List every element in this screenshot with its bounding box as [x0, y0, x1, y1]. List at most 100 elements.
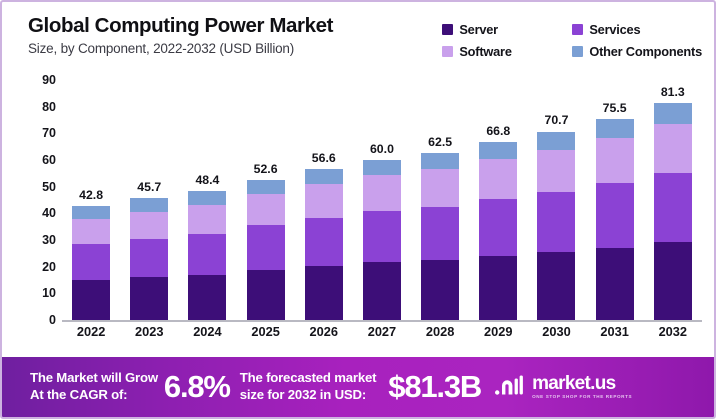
forecast-label-line1: The forecasted market: [239, 370, 377, 386]
chart-header: Global Computing Power Market Size, by C…: [2, 2, 714, 68]
forecast-value: $81.3B: [388, 369, 482, 404]
bar-stack: [304, 169, 343, 320]
bar-segment-server: [653, 242, 692, 320]
legend-item-server[interactable]: Server: [442, 18, 572, 40]
bar-segment-server: [362, 262, 401, 320]
chart-subtitle: Size, by Component, 2022-2032 (USD Billi…: [28, 41, 295, 56]
bar-stack: [72, 205, 111, 320]
bar-segment-server: [188, 274, 227, 320]
y-axis-tick-label: 50: [42, 179, 56, 194]
bar-segment-software: [304, 183, 343, 218]
market-us-logo-icon: [495, 374, 525, 401]
bar-segment-services: [246, 225, 285, 270]
bar-segment-server: [72, 280, 111, 320]
bar-segment-services: [421, 206, 460, 261]
bar-segment-software: [653, 124, 692, 173]
bar-value-label: 60.0: [369, 142, 394, 156]
bar-segment-services: [362, 211, 401, 263]
bar-segment-server: [246, 269, 285, 320]
brand-tagline: ONE STOP SHOP FOR THE REPORTS: [532, 394, 633, 400]
bar-stack: [479, 141, 518, 320]
bar-value-label: 66.8: [486, 123, 511, 138]
x-axis-line: [62, 320, 702, 322]
brand-text: market.us ONE STOP SHOP FOR THE REPORTS: [532, 374, 632, 400]
bar-segment-services: [479, 198, 518, 257]
legend-swatch-icon: [572, 23, 584, 35]
y-axis-tick-label: 60: [42, 153, 56, 167]
bar-column[interactable]: 70.7: [537, 80, 576, 320]
bar-segment-other-components: [537, 131, 576, 150]
bar-segment-other-components: [479, 141, 518, 159]
brand-logo[interactable]: market.us ONE STOP SHOP FOR THE REPORTS: [495, 374, 632, 401]
bar-column[interactable]: 45.7: [130, 80, 169, 320]
bar-group: 42.8 45.7 48.4 52.6 56.6 60.0 62.5 66.8 70.7 75.5…: [62, 80, 702, 320]
bar-stack: [537, 131, 576, 320]
bar-value-label: 70.7: [544, 113, 569, 128]
legend-swatch-icon: [442, 45, 454, 57]
x-axis-tick-label: 2032: [658, 324, 688, 339]
x-axis-tick-label: 2027: [367, 324, 397, 339]
bar-column[interactable]: 56.6: [304, 80, 343, 320]
legend-item-services[interactable]: Services: [572, 18, 702, 40]
bar-segment-services: [72, 244, 111, 281]
y-axis-tick-label: 10: [42, 286, 56, 301]
y-axis-tick-label: 20: [42, 259, 56, 274]
bar-segment-other-components: [421, 153, 460, 170]
bar-stack: [130, 198, 169, 320]
legend-item-software[interactable]: Software: [442, 40, 572, 62]
y-axis-tick-label: 70: [42, 126, 56, 141]
x-axis-tick-label: 2024: [193, 324, 222, 339]
cagr-label-line1: The Market will Grow: [30, 370, 158, 386]
bar-segment-server: [479, 256, 518, 320]
bar-value-label: 62.5: [428, 135, 453, 150]
bar-stack: [188, 190, 227, 320]
bar-segment-other-components: [188, 190, 227, 205]
x-axis-tick-label: 2023: [135, 324, 164, 339]
y-axis-tick-label: 40: [42, 206, 56, 221]
legend-swatch-icon: [442, 23, 454, 35]
legend-label: Services: [589, 21, 641, 37]
bar-column[interactable]: 75.5: [595, 80, 634, 320]
bar-segment-software: [421, 169, 460, 207]
bar-column[interactable]: 42.8: [72, 80, 111, 320]
bar-value-label: 81.3: [660, 85, 685, 100]
bar-value-label: 48.4: [195, 172, 220, 187]
bar-segment-software: [479, 158, 518, 199]
footer-banner: The Market will Grow At the CAGR of: 6.8…: [2, 357, 714, 417]
legend-label: Other Components: [589, 43, 702, 59]
bar-segment-other-components: [362, 160, 401, 176]
bar-segment-software: [537, 149, 576, 193]
x-axis-tick-label: 2031: [600, 324, 629, 339]
title-block: Global Computing Power Market Size, by C…: [28, 12, 333, 56]
bar-column[interactable]: 52.6: [246, 80, 285, 320]
bar-column[interactable]: 60.0: [362, 80, 401, 320]
y-axis-tick-label: 30: [42, 233, 56, 247]
x-axis-tick-label: 2025: [251, 324, 280, 339]
bar-segment-server: [595, 247, 634, 320]
y-axis-tick-label: 0: [49, 313, 56, 327]
bar-value-label: 42.8: [79, 187, 104, 202]
bar-column[interactable]: 62.5: [421, 80, 460, 320]
bar-segment-services: [304, 217, 343, 266]
bar-segment-other-components: [130, 198, 169, 212]
bar-value-label: 45.7: [137, 180, 162, 195]
legend-swatch-icon: [572, 45, 584, 57]
x-axis-tick-label: 2029: [484, 324, 513, 339]
legend-label: Software: [459, 43, 512, 59]
bar-segment-server: [421, 260, 460, 320]
bar-stack: [421, 153, 460, 320]
bar-value-label: 75.5: [602, 100, 627, 115]
bar-segment-other-components: [653, 103, 692, 125]
cagr-value: 6.8%: [163, 369, 231, 404]
x-axis: 2022 2023 2024 2025 2026 2027 2028 2029 2030 2031…: [62, 324, 702, 339]
bar-segment-software: [188, 204, 227, 234]
bar-column[interactable]: 66.8: [479, 80, 518, 320]
bar-segment-software: [130, 211, 169, 239]
bar-column[interactable]: 81.3: [653, 80, 692, 320]
legend-item-other-components[interactable]: Other Components: [572, 40, 702, 62]
plot-area: 0 10 20 30 40 50 60 70 80 90 42.8 45.7 48.4 52.6 56.6…: [2, 68, 714, 357]
bar-segment-server: [130, 277, 169, 320]
bar-column[interactable]: 48.4: [188, 80, 227, 320]
bar-segment-services: [130, 238, 169, 278]
